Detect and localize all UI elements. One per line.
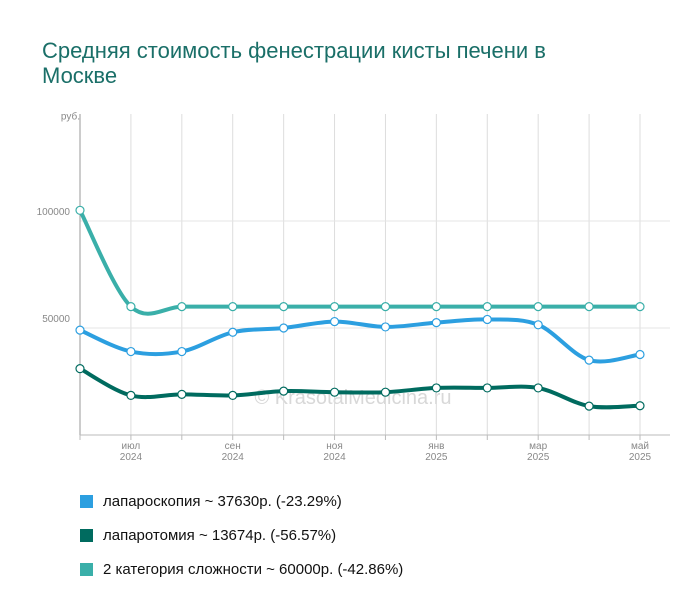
point	[126, 302, 136, 312]
point	[482, 383, 492, 393]
point	[635, 302, 645, 312]
point	[584, 401, 594, 411]
point	[533, 320, 543, 330]
point	[533, 302, 543, 312]
x-tick-label: 2024	[323, 452, 346, 463]
legend-swatch	[80, 528, 93, 542]
series-line	[78, 317, 642, 364]
point	[329, 316, 340, 327]
point	[329, 387, 340, 397]
point	[482, 314, 492, 325]
point	[380, 322, 391, 332]
point	[75, 364, 85, 374]
point	[126, 346, 136, 357]
series-line	[78, 208, 642, 316]
y-unit: руб.	[61, 111, 80, 123]
point	[279, 302, 289, 312]
x-tick-label: 2024	[222, 452, 245, 463]
x-tick-label: янв	[428, 441, 444, 452]
legend-item: 2 категория сложности ~ 60000р. (-42.86%…	[80, 552, 403, 586]
legend-label: лапаротомия ~ 13674р. (-56.57%)	[103, 526, 337, 544]
point	[533, 383, 543, 393]
legend-swatch	[80, 494, 93, 508]
point	[380, 387, 391, 397]
point	[329, 302, 340, 312]
x-tick-label: май	[631, 441, 649, 452]
point	[380, 302, 391, 312]
x-tick-label: ноя	[326, 441, 343, 452]
chart-title: Средняя стоимость фенестрации кисты пече…	[42, 38, 546, 88]
point	[279, 323, 289, 333]
x-tick-label: 2025	[527, 452, 550, 463]
x-tick-label: 2025	[425, 452, 448, 463]
point	[126, 390, 136, 401]
point	[75, 205, 85, 215]
legend-item: лапароскопия ~ 37630р. (-23.29%)	[80, 484, 403, 518]
legend-item: лапаротомия ~ 13674р. (-56.57%)	[80, 518, 403, 552]
point	[177, 302, 187, 312]
point	[279, 386, 289, 396]
x-tick-label: июл	[122, 441, 141, 452]
x-tick-label: 2024	[120, 452, 143, 463]
point	[228, 302, 238, 312]
point	[635, 401, 645, 411]
point	[431, 383, 441, 393]
point	[431, 318, 441, 328]
y-tick-label: 100000	[37, 207, 71, 218]
x-tick-label: мар	[529, 441, 547, 452]
x-tick-label: сен	[225, 441, 241, 452]
point	[584, 302, 594, 312]
point	[177, 346, 187, 357]
y-tick-label: 50000	[42, 314, 70, 325]
point	[635, 349, 645, 360]
point	[75, 325, 85, 335]
legend-label: 2 категория сложности ~ 60000р. (-42.86%…	[103, 560, 404, 578]
point	[431, 302, 441, 312]
legend: лапароскопия ~ 37630р. (-23.29%) лапарото…	[80, 484, 403, 586]
point	[584, 355, 594, 365]
point	[177, 389, 187, 399]
legend-label: лапароскопия ~ 37630р. (-23.29%)	[103, 492, 342, 510]
x-tick-label: 2025	[629, 452, 652, 463]
point	[482, 302, 492, 312]
point	[228, 327, 238, 337]
legend-swatch	[80, 562, 93, 576]
point	[228, 390, 238, 401]
